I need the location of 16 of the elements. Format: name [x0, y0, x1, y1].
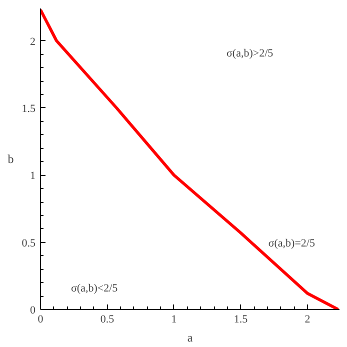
x-tick-label: 0.5: [100, 314, 115, 326]
x-tick-label: 1: [171, 314, 177, 326]
x-tick-label: 2: [304, 314, 310, 326]
annotation: σ(a,b)>2/5: [226, 48, 274, 60]
annotation: σ(a,b)<2/5: [70, 282, 118, 294]
y-tick-label: 0: [30, 304, 36, 316]
x-tick-label: 1.5: [234, 314, 248, 326]
x-axis-title: a: [187, 330, 194, 344]
annotation: σ(a,b)=2/5: [268, 237, 316, 250]
y-tick-label: 1: [30, 170, 36, 182]
line-series: [40, 8, 340, 310]
y-axis-title: b: [8, 152, 14, 166]
x-tick-label: 0: [38, 314, 44, 326]
y-tick-label: 1.5: [22, 102, 36, 115]
y-tick-label: 0.5: [22, 237, 36, 250]
y-tick-label: 2: [30, 36, 36, 48]
